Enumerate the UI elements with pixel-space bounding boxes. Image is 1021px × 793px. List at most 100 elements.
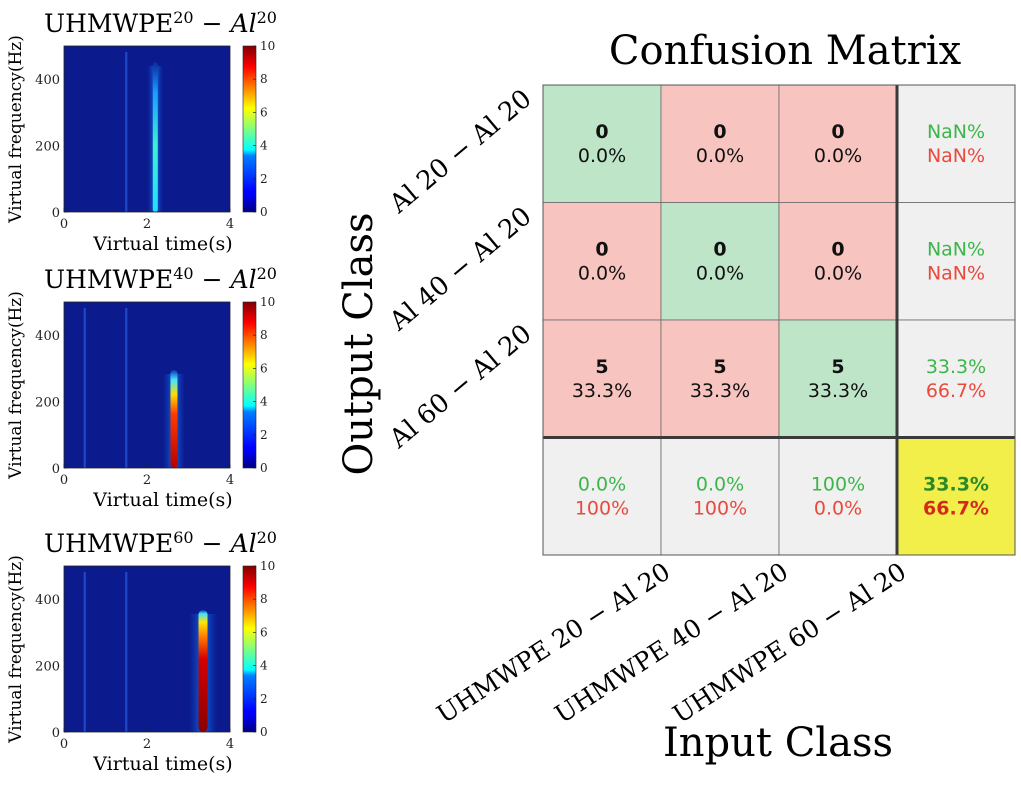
spectrogram-beam	[170, 370, 178, 468]
col-summary-error: 100%	[575, 497, 629, 519]
row-summary-cell	[896, 84, 1016, 203]
col-summary-error: 0.0%	[814, 497, 862, 519]
x-axis-label: Virtual time(s)	[92, 753, 232, 775]
cell-count: 0	[713, 238, 726, 260]
confusion-matrix: Confusion Matrix00.0%00.0%00.0%NaN%NaN%0…	[336, 28, 1016, 766]
col-summary-error: 100%	[693, 497, 747, 519]
colorbar-tick-label: 2	[260, 692, 268, 706]
panel-title-sup: 40	[173, 264, 193, 283]
row-summary-correct: 33.3%	[926, 356, 986, 378]
matrix-cell	[542, 202, 662, 321]
colorbar-tick-label: 2	[260, 172, 268, 186]
x-axis-label: Virtual time(s)	[92, 233, 232, 255]
colorbar-tick-label: 0	[260, 461, 268, 475]
colorbar-tick-label: 10	[260, 559, 275, 573]
panel-title-material: UHMWPE	[44, 529, 173, 558]
y-axis-label: Virtual frequency(Hz)	[6, 555, 26, 744]
x-tick-label: 4	[226, 473, 234, 488]
row-summary-error: NaN%	[927, 145, 985, 167]
colorbar-tick-label: 8	[260, 72, 268, 86]
spectrogram-background	[64, 46, 230, 212]
row-class-label: Al 20 − Al 20	[383, 84, 537, 220]
matrix-cell	[660, 319, 780, 438]
panel-title: UHMWPE40− Al20	[44, 264, 277, 294]
panel-title-dash: −	[202, 265, 223, 294]
row-class-label: Al 60 − Al 20	[383, 319, 537, 455]
cell-percent: 33.3%	[690, 380, 750, 402]
colorbar-tick-label: 8	[260, 592, 268, 606]
y-axis-label: Virtual frequency(Hz)	[6, 291, 26, 480]
faint-line	[125, 572, 128, 732]
y-tick-label: 400	[35, 593, 60, 608]
col-summary-correct: 0.0%	[696, 473, 744, 495]
faint-line	[125, 308, 128, 468]
panel-title-sup2: 20	[257, 8, 277, 27]
panel-title-al: Al	[229, 265, 257, 294]
cell-percent: 0.0%	[814, 262, 862, 284]
x-axis-title: Input Class	[663, 720, 893, 766]
cell-percent: 0.0%	[696, 145, 744, 167]
y-tick-label: 0	[52, 462, 60, 477]
cell-percent: 0.0%	[814, 145, 862, 167]
panel-title-sup2: 20	[257, 264, 277, 283]
x-axis-label: Virtual time(s)	[92, 489, 232, 511]
row-summary-correct: NaN%	[927, 121, 985, 143]
cell-count: 5	[831, 356, 844, 378]
x-tick-label: 0	[60, 737, 68, 752]
row-class-label: Al 40 − Al 20	[383, 201, 537, 337]
y-tick-label: 0	[52, 726, 60, 741]
panel-title-sup: 60	[173, 528, 193, 547]
colorbar	[242, 301, 257, 469]
matrix-cell	[778, 319, 898, 438]
faint-line	[125, 52, 128, 212]
row-summary-correct: NaN%	[927, 238, 985, 260]
col-summary-correct: 100%	[811, 473, 865, 495]
overall-cell	[896, 437, 1016, 556]
cell-count: 0	[831, 238, 844, 260]
x-tick-label: 0	[60, 217, 68, 232]
row-summary-cell	[896, 202, 1016, 321]
colorbar-tick-label: 8	[260, 328, 268, 342]
col-summary-cell	[542, 437, 662, 556]
panel-title-sup2: 20	[257, 528, 277, 547]
cell-percent: 33.3%	[808, 380, 868, 402]
colorbar-tick-label: 6	[260, 361, 268, 375]
colorbar-tick-label: 4	[260, 395, 268, 409]
panel-title-material: UHMWPE	[44, 9, 173, 38]
faint-line	[83, 308, 86, 468]
x-tick-label: 4	[226, 737, 234, 752]
colorbar-tick-label: 10	[260, 295, 275, 309]
row-summary-error: NaN%	[927, 262, 985, 284]
panel-title: UHMWPE20− Al20	[44, 8, 277, 38]
x-tick-label: 4	[226, 217, 234, 232]
chart-title: Confusion Matrix	[609, 28, 962, 74]
y-tick-label: 0	[52, 206, 60, 221]
col-summary-correct: 0.0%	[578, 473, 626, 495]
row-summary-cell	[896, 319, 1016, 438]
y-tick-label: 400	[35, 73, 60, 88]
spectrogram-beam	[198, 610, 208, 732]
cell-percent: 0.0%	[578, 145, 626, 167]
cell-count: 0	[831, 121, 844, 143]
matrix-cell	[660, 202, 780, 321]
colorbar-tick-label: 0	[260, 205, 268, 219]
cell-count: 0	[713, 121, 726, 143]
matrix-frame	[542, 84, 1016, 556]
x-tick-label: 0	[60, 473, 68, 488]
panel-title-sup: 20	[173, 8, 193, 27]
cell-percent: 33.3%	[572, 380, 632, 402]
matrix-cell	[778, 84, 898, 203]
panel-title-dash: −	[202, 9, 223, 38]
cell-percent: 0.0%	[578, 262, 626, 284]
x-tick-label: 2	[143, 473, 151, 488]
overall-correct: 33.3%	[923, 473, 989, 495]
panel-title-dash: −	[202, 529, 223, 558]
cell-count: 5	[713, 356, 726, 378]
colorbar-tick-label: 6	[260, 625, 268, 639]
panel-title: UHMWPE60− Al20	[44, 528, 277, 558]
y-tick-label: 200	[35, 660, 60, 675]
